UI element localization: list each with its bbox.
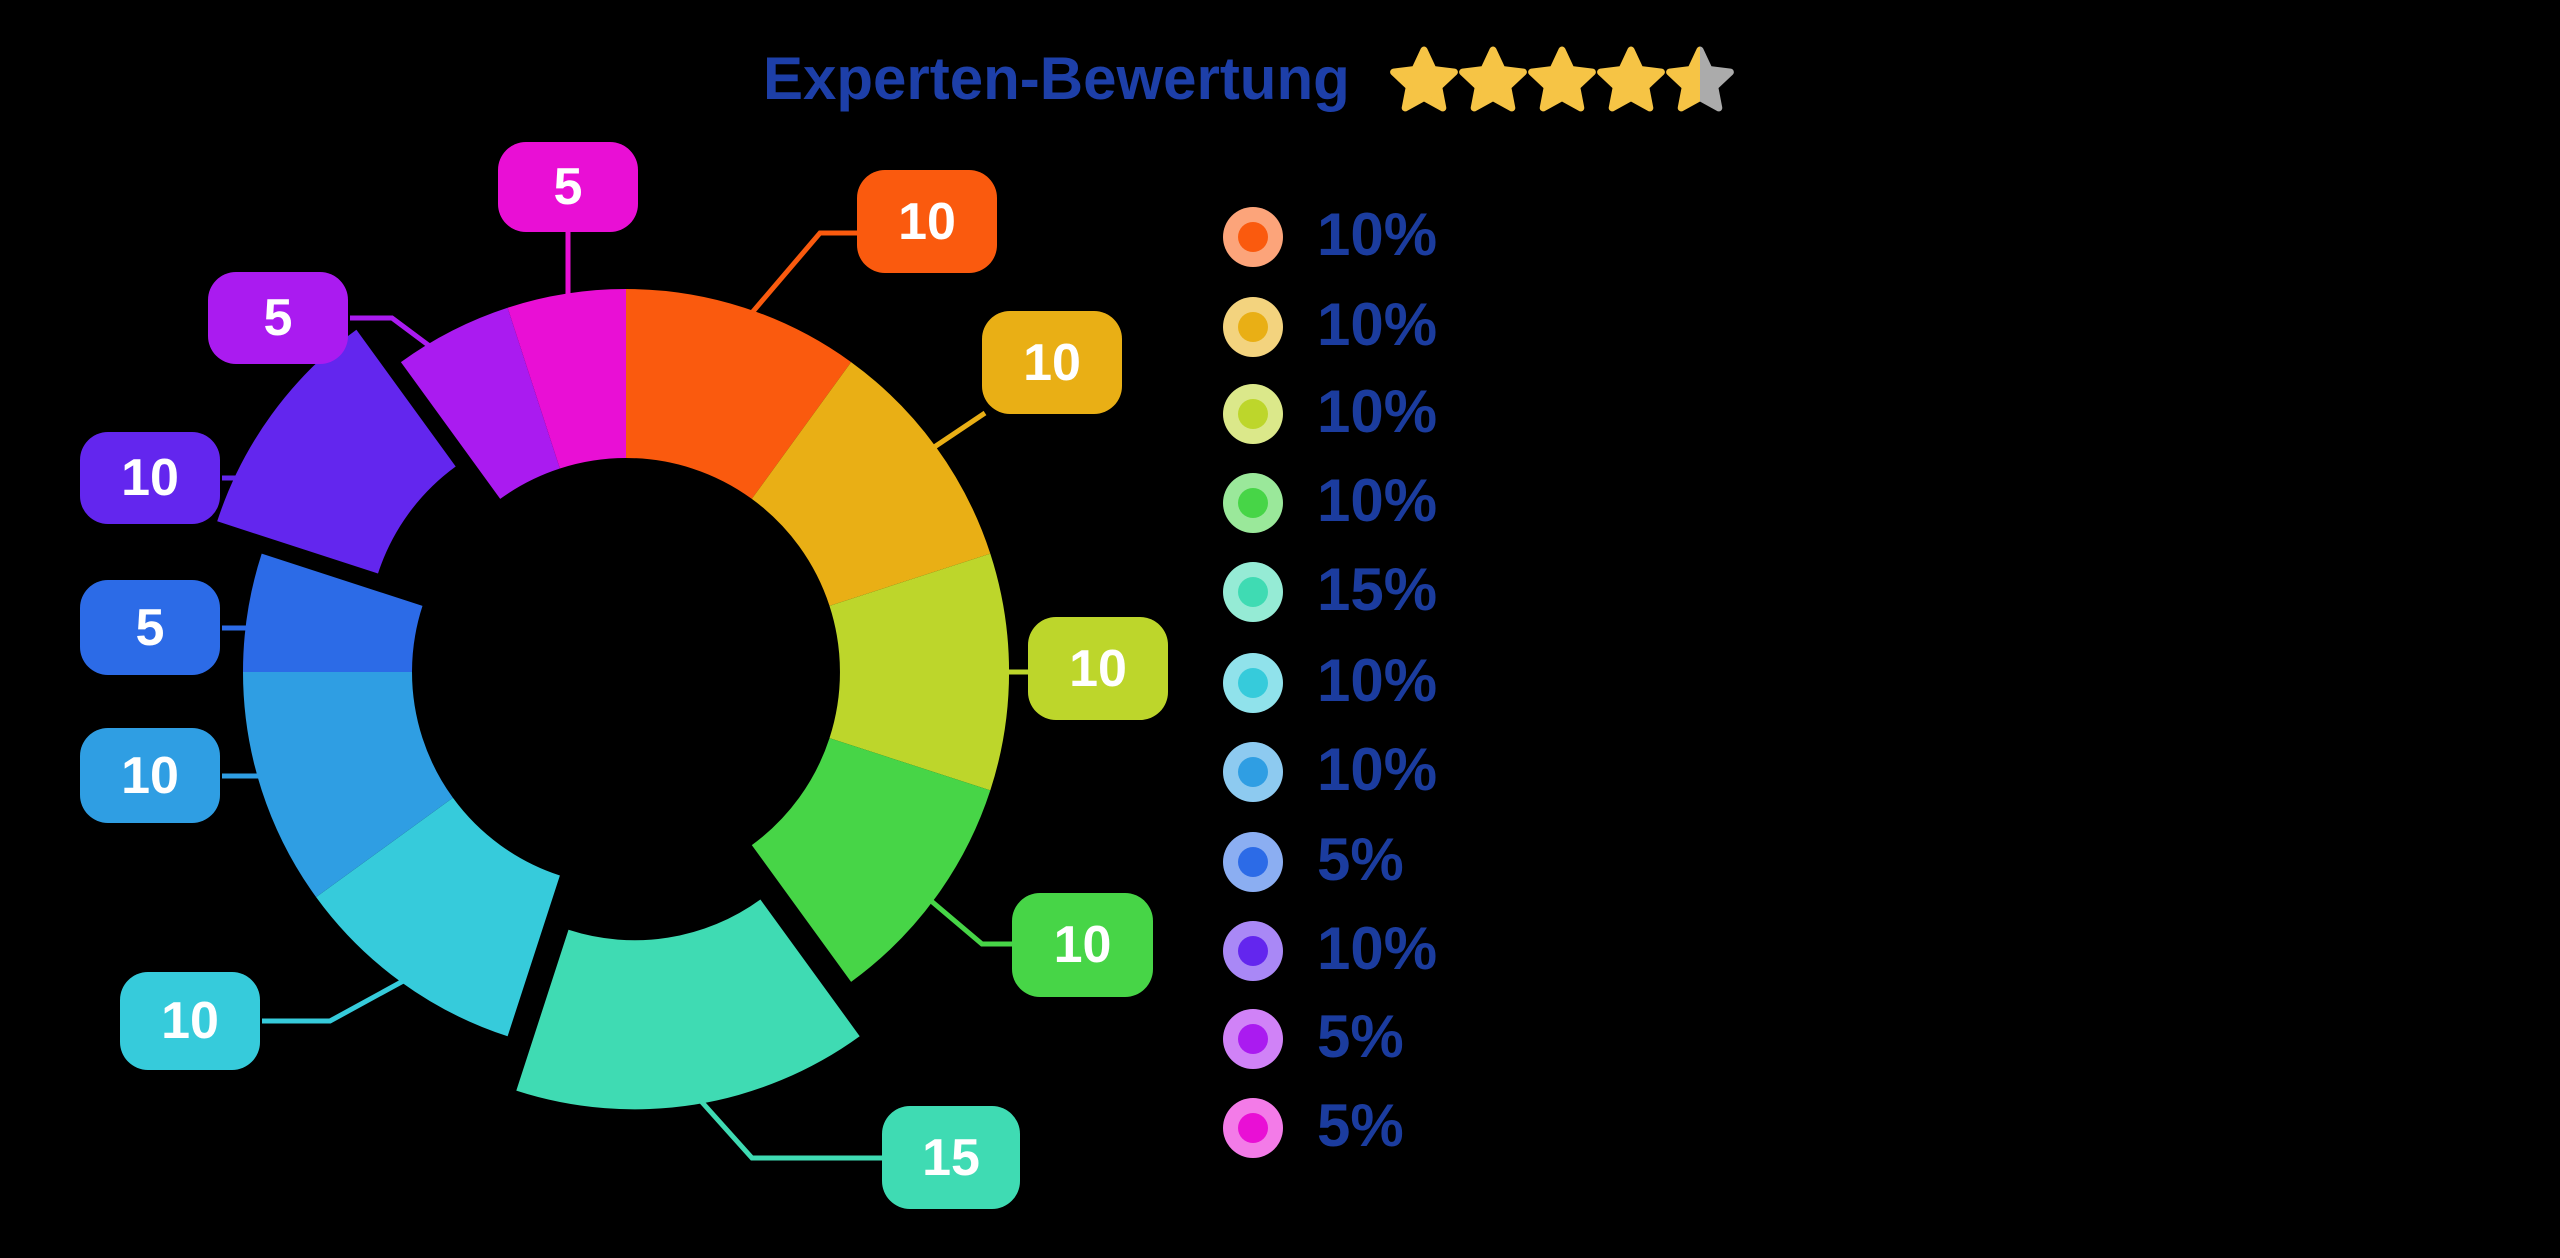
callout-value: 10	[1069, 639, 1127, 698]
callout-segment-cyan: 10	[120, 972, 260, 1070]
legend-item-segment-green: 10%	[1223, 467, 1437, 539]
callout-value: 5	[553, 158, 583, 216]
segment-violet	[217, 329, 456, 574]
legend-dot	[1238, 1024, 1268, 1054]
callout-value: 10	[121, 449, 179, 507]
segment-cyan	[316, 797, 560, 1037]
legend-marker-segment-magenta	[1223, 1098, 1283, 1158]
segment-teal	[516, 899, 860, 1110]
legend-dot	[1238, 668, 1268, 698]
legend-marker-segment-teal	[1223, 562, 1283, 622]
callout-segment-lightblue: 10	[80, 728, 220, 823]
callout-value: 10	[121, 746, 179, 805]
callout-segment-orange: 10	[857, 170, 997, 273]
legend-marker-segment-purple	[1223, 1009, 1283, 1069]
legend-label: 10%	[1317, 915, 1438, 982]
legend-item-segment-yellowgreen: 10%	[1223, 378, 1437, 450]
star-full-icon	[1459, 46, 1527, 112]
legend-item-segment-purple: 5%	[1223, 1003, 1404, 1075]
rating-stars	[1385, 40, 1745, 129]
legend-label: 15%	[1317, 556, 1438, 623]
legend-marker-segment-green	[1223, 473, 1283, 533]
legend-item-segment-lightblue: 10%	[1223, 736, 1437, 808]
legend-dot	[1238, 577, 1268, 607]
segment-magenta	[507, 288, 626, 469]
callout-value: 5	[135, 598, 165, 657]
callout-segment-green: 10	[1012, 893, 1153, 997]
callout-value: 10	[1023, 333, 1081, 392]
legend-item-segment-gold: 10%	[1223, 291, 1437, 363]
legend-label: 10%	[1317, 467, 1438, 534]
segment-purple	[400, 307, 560, 499]
callout-segment-yellowgreen: 10	[1028, 617, 1168, 720]
legend-label: 5%	[1317, 826, 1404, 893]
legend-dot	[1238, 488, 1268, 518]
star-half-icon	[1666, 46, 1734, 112]
callout-value: 10	[1053, 916, 1112, 974]
leader-line-segment-cyan	[262, 977, 407, 1024]
star-full-icon	[1390, 46, 1458, 112]
leader-line-segment-orange	[748, 230, 857, 317]
callout-segment-magenta: 5	[498, 142, 638, 232]
leader-line-segment-green	[928, 898, 1012, 947]
star-full-icon	[1597, 46, 1665, 112]
legend-label: 5%	[1317, 1092, 1404, 1159]
legend-marker-segment-violet	[1223, 921, 1283, 981]
legend-marker-segment-blue	[1223, 832, 1283, 892]
callout-value: 5	[263, 289, 293, 347]
callout-value: 15	[922, 1128, 980, 1187]
legend-marker-segment-yellowgreen	[1223, 384, 1283, 444]
legend-label: 10%	[1317, 736, 1438, 803]
legend-marker-segment-lightblue	[1223, 742, 1283, 802]
legend-item-segment-violet: 10%	[1223, 915, 1437, 987]
legend-label: 10%	[1317, 291, 1438, 358]
legend-dot	[1238, 1113, 1268, 1143]
segment-lightblue	[242, 672, 453, 898]
callout-segment-blue: 5	[80, 580, 220, 675]
legend-marker-segment-orange	[1223, 207, 1283, 267]
legend-label: 10%	[1317, 647, 1438, 714]
legend-marker-segment-cyan	[1223, 653, 1283, 713]
legend-label: 10%	[1317, 201, 1438, 268]
callout-segment-gold: 10	[982, 311, 1122, 414]
segment-green	[751, 738, 991, 982]
segment-blue	[242, 553, 423, 672]
legend-item-segment-blue: 5%	[1223, 826, 1404, 898]
legend-dot	[1238, 847, 1268, 877]
segment-yellowgreen	[829, 553, 1010, 791]
legend-item-segment-magenta: 5%	[1223, 1092, 1404, 1164]
legend-item-segment-cyan: 10%	[1223, 647, 1437, 719]
legend-dot	[1238, 222, 1268, 252]
legend-dot	[1238, 936, 1268, 966]
star-full-icon	[1528, 46, 1596, 112]
legend-item-segment-orange: 10%	[1223, 201, 1437, 273]
callout-segment-teal: 15	[882, 1106, 1020, 1209]
leader-line-segment-teal	[698, 1098, 884, 1161]
segment-orange	[626, 289, 852, 499]
callout-value: 10	[898, 192, 956, 251]
callout-segment-purple: 5	[208, 272, 348, 364]
legend-label: 5%	[1317, 1003, 1404, 1070]
legend-item-segment-teal: 15%	[1223, 556, 1437, 628]
segment-gold	[751, 362, 991, 606]
legend-dot	[1238, 312, 1268, 342]
chart-title: Experten-Bewertung	[763, 45, 1350, 112]
legend-marker-segment-gold	[1223, 297, 1283, 357]
legend-label: 10%	[1317, 378, 1438, 445]
callout-segment-violet: 10	[80, 432, 220, 524]
legend-dot	[1238, 399, 1268, 429]
callout-value: 10	[161, 992, 219, 1050]
legend-dot	[1238, 757, 1268, 787]
